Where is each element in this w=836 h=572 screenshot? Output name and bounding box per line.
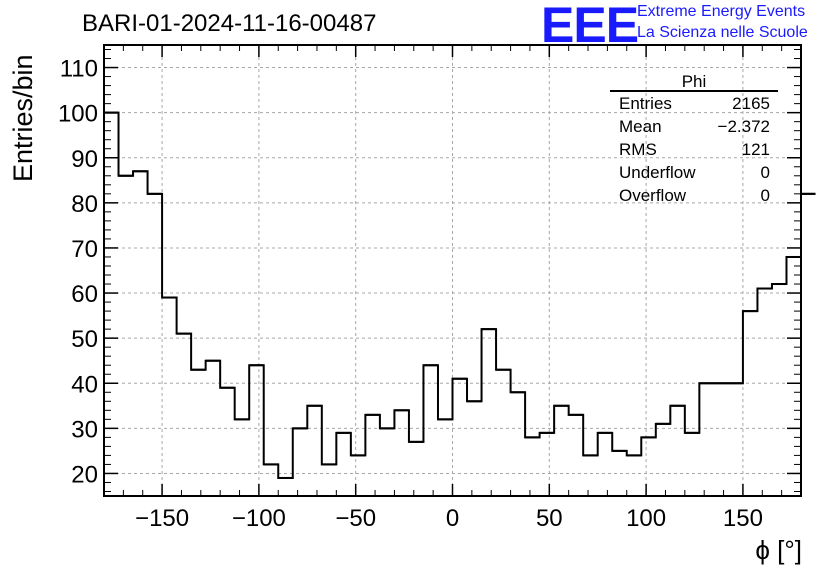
stat-value-rms: 121: [741, 140, 770, 159]
stat-value-overflow: 0: [760, 186, 770, 205]
stats-title: Phi: [681, 72, 707, 91]
x-tick-label: −150: [135, 505, 189, 532]
x-tick-label: 100: [626, 505, 666, 532]
histogram-series: [104, 111, 816, 479]
x-tick-label: 0: [446, 505, 459, 532]
x-axis-label: ϕ [°]: [755, 535, 802, 565]
y-tick-label: 20: [71, 461, 98, 488]
y-tick-label: 110: [60, 56, 98, 83]
y-tick-label: 50: [71, 326, 98, 353]
stat-value-underflow: 0: [760, 163, 770, 182]
x-tick-label: 50: [536, 505, 563, 532]
stat-label-rms: RMS: [619, 140, 657, 159]
x-tick-label: −100: [232, 505, 286, 532]
y-tick-label: 30: [71, 416, 98, 443]
chart-title: BARI-01-2024-11-16-00487: [82, 10, 377, 37]
x-tick-label: 150: [723, 505, 763, 532]
stat-label-mean: Mean: [619, 117, 662, 136]
x-tick-label: −50: [335, 505, 376, 532]
stat-value-entries: 2165: [732, 94, 770, 113]
y-tick-label: 70: [71, 236, 98, 263]
stat-label-underflow: Underflow: [619, 163, 696, 182]
y-tick-label: 90: [71, 146, 98, 173]
stat-value-mean: −2.372: [717, 117, 770, 136]
y-tick-label: 80: [71, 191, 98, 218]
y-axis-label: Entries/bin: [8, 54, 38, 182]
stat-label-entries: Entries: [619, 94, 672, 113]
logo-line-2: La Scienza nelle Scuole: [637, 24, 808, 41]
stat-label-overflow: Overflow: [619, 186, 687, 205]
y-tick-label: 100: [58, 101, 98, 128]
y-tick-label: 60: [71, 281, 98, 308]
logo-line-1: Extreme Energy Events: [637, 3, 806, 20]
y-tick-label: 40: [71, 371, 98, 398]
eee-logo: EEE: [541, 0, 639, 53]
